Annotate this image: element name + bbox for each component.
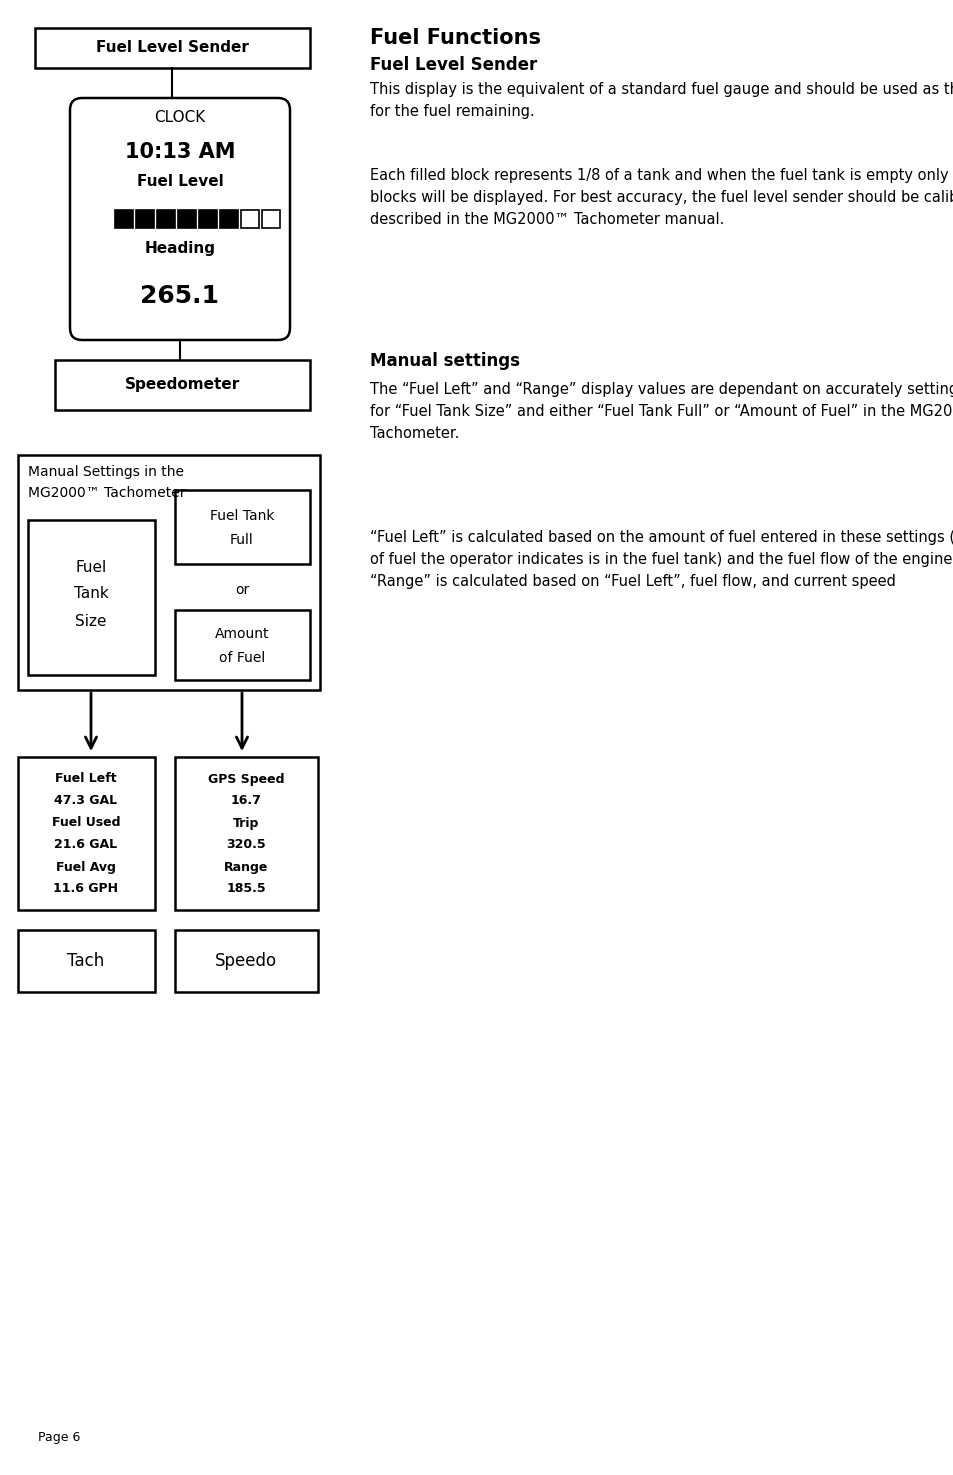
Text: 47.3 GAL: 47.3 GAL (54, 795, 117, 807)
Bar (136, 209, 153, 229)
Text: described in the MG2000™ Tachometer manual.: described in the MG2000™ Tachometer manu… (370, 212, 723, 227)
Text: Page 6: Page 6 (38, 1431, 80, 1444)
Text: Manual Settings in the: Manual Settings in the (28, 465, 184, 479)
Bar (28, 521, 154, 676)
Text: Amount: Amount (214, 627, 269, 642)
Bar (18, 931, 154, 993)
Text: “Range” is calculated based on “Fuel Left”, fuel flow, and current speed: “Range” is calculated based on “Fuel Lef… (370, 574, 895, 589)
Text: Fuel Functions: Fuel Functions (370, 28, 540, 49)
Bar (220, 209, 237, 229)
FancyBboxPatch shape (70, 97, 290, 341)
Text: Full: Full (230, 532, 253, 547)
Text: Size: Size (75, 614, 107, 628)
Text: Heading: Heading (144, 240, 215, 255)
Text: The “Fuel Left” and “Range” display values are dependant on accurately setting t: The “Fuel Left” and “Range” display valu… (370, 382, 953, 397)
Bar (174, 490, 310, 563)
Bar (174, 931, 317, 993)
Bar (174, 757, 317, 910)
Text: Fuel Tank: Fuel Tank (210, 509, 274, 524)
Text: Fuel Used: Fuel Used (51, 817, 120, 829)
Text: Tach: Tach (68, 951, 105, 971)
Bar (18, 454, 319, 690)
Text: Tank: Tank (73, 587, 109, 602)
Text: Fuel: Fuel (75, 559, 107, 574)
Bar (157, 209, 174, 229)
Bar (178, 209, 195, 229)
Text: Speedo: Speedo (214, 951, 276, 971)
Text: for “Fuel Tank Size” and either “Fuel Tank Full” or “Amount of Fuel” in the MG20: for “Fuel Tank Size” and either “Fuel Ta… (370, 404, 953, 419)
Text: blocks will be displayed. For best accuracy, the fuel level sender should be cal: blocks will be displayed. For best accur… (370, 190, 953, 205)
Text: 320.5: 320.5 (226, 838, 266, 851)
Text: 21.6 GAL: 21.6 GAL (54, 838, 117, 851)
Bar (18, 757, 154, 910)
Text: Fuel Left: Fuel Left (55, 773, 116, 786)
Text: GPS Speed: GPS Speed (208, 773, 284, 786)
Bar (35, 28, 310, 68)
Text: “Fuel Left” is calculated based on the amount of fuel entered in these settings : “Fuel Left” is calculated based on the a… (370, 530, 953, 544)
Bar (199, 209, 216, 229)
Text: Manual settings: Manual settings (370, 353, 519, 370)
Text: of Fuel: of Fuel (218, 650, 265, 665)
Text: Trip: Trip (233, 817, 259, 829)
Bar (262, 209, 280, 229)
Text: Each filled block represents 1/8 of a tank and when the fuel tank is empty only : Each filled block represents 1/8 of a ta… (370, 168, 953, 183)
Text: 185.5: 185.5 (226, 882, 266, 895)
Text: 11.6 GPH: 11.6 GPH (53, 882, 118, 895)
Text: of fuel the operator indicates is in the fuel tank) and the fuel flow of the eng: of fuel the operator indicates is in the… (370, 552, 953, 566)
Bar (115, 209, 132, 229)
Text: 16.7: 16.7 (231, 795, 261, 807)
Bar (174, 611, 310, 680)
Bar (241, 209, 258, 229)
Text: Fuel Level Sender: Fuel Level Sender (370, 56, 537, 74)
Text: or: or (234, 583, 249, 597)
Text: MG2000™ Tachometer: MG2000™ Tachometer (28, 485, 185, 500)
Text: Speedometer: Speedometer (125, 378, 240, 392)
Text: Range: Range (224, 860, 268, 873)
Text: CLOCK: CLOCK (154, 111, 206, 125)
Text: Fuel Level: Fuel Level (136, 174, 223, 189)
Text: for the fuel remaining.: for the fuel remaining. (370, 105, 535, 119)
Text: This display is the equivalent of a standard fuel gauge and should be used as th: This display is the equivalent of a stan… (370, 83, 953, 97)
Bar (55, 360, 310, 410)
Text: Tachometer.: Tachometer. (370, 426, 459, 441)
Text: Fuel Avg: Fuel Avg (56, 860, 116, 873)
Text: 265.1: 265.1 (140, 285, 219, 308)
Text: Fuel Level Sender: Fuel Level Sender (96, 40, 249, 56)
Text: 10:13 AM: 10:13 AM (125, 142, 235, 162)
